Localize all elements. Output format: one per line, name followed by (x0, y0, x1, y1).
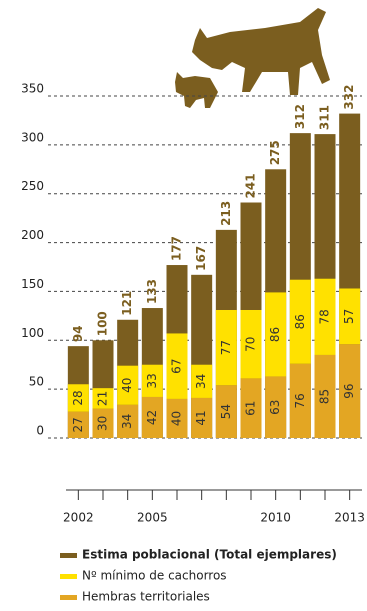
bar-hembras (166, 398, 188, 438)
value-label: 28 (71, 390, 85, 405)
total-label: 94 (71, 325, 85, 342)
value-label: 85 (318, 389, 332, 404)
bar-cachorros (215, 309, 237, 386)
value-label: 27 (71, 417, 85, 432)
value-label: 76 (293, 393, 307, 408)
bar-cachorros (67, 384, 89, 412)
y-tick-label: 300 (21, 130, 44, 144)
value-label: 63 (268, 400, 282, 415)
value-label: 78 (318, 309, 332, 324)
total-label: 311 (318, 105, 332, 130)
total-label: 167 (194, 246, 208, 271)
legend-swatch (60, 553, 77, 558)
bar-hembras (141, 396, 163, 438)
bar-hembras (289, 363, 311, 438)
legend-label: Nº mínimo de cachorros (82, 569, 227, 583)
y-tick-label: 150 (21, 277, 44, 291)
value-label: 77 (219, 340, 233, 355)
bar-cachorros (92, 388, 114, 409)
bar-cachorros (289, 279, 311, 364)
total-label: 312 (293, 104, 307, 129)
x-tick-label: 2005 (137, 511, 168, 525)
value-label: 96 (342, 383, 356, 398)
value-label: 70 (244, 337, 258, 352)
bar-hembras (92, 408, 114, 438)
value-label: 54 (219, 404, 233, 419)
bar-hembras (240, 378, 262, 438)
value-label: 67 (170, 359, 184, 374)
bar-cachorros (240, 309, 262, 379)
value-label: 33 (145, 373, 159, 388)
total-label: 121 (120, 291, 134, 316)
value-label: 34 (120, 414, 134, 429)
x-tick-label: 2002 (63, 511, 94, 525)
value-label: 41 (194, 410, 208, 425)
total-label: 133 (145, 279, 159, 304)
y-tick-label: 100 (21, 326, 44, 340)
legend-swatch (60, 574, 77, 579)
bar-hembras (117, 404, 139, 438)
value-label: 86 (293, 314, 307, 329)
bar-cachorros (141, 364, 163, 397)
x-tick-label: 2013 (334, 511, 365, 525)
legend-label: Hembras territoriales (82, 590, 210, 604)
total-label: 241 (244, 173, 258, 198)
bar-hembras (339, 344, 361, 438)
bar-cachorros (117, 365, 139, 405)
y-tick-label: 250 (21, 179, 44, 193)
value-label: 34 (194, 374, 208, 389)
value-label: 30 (96, 416, 110, 431)
total-label: 213 (219, 201, 233, 226)
total-label: 100 (96, 311, 110, 336)
lynx-illustration (175, 8, 330, 108)
y-tick-label: 350 (21, 82, 44, 96)
value-label: 21 (96, 391, 110, 406)
bar-hembras (265, 376, 287, 438)
x-tick-label: 2010 (260, 511, 291, 525)
total-label: 177 (170, 236, 184, 261)
y-tick-label: 200 (21, 228, 44, 242)
value-label: 40 (170, 411, 184, 426)
total-label: 332 (342, 85, 356, 110)
bar-hembras (215, 385, 237, 438)
legend-label: Estima poblacional (Total ejemplares) (82, 548, 337, 562)
y-tick-label: 0 (36, 424, 44, 438)
value-label: 61 (244, 401, 258, 416)
value-label: 57 (342, 309, 356, 324)
bar-cachorros (166, 333, 188, 399)
bar-hembras (191, 397, 213, 438)
bar-cachorros (191, 364, 213, 398)
bar-cachorros (314, 278, 336, 355)
bar-hembras (314, 354, 336, 438)
value-label: 42 (145, 410, 159, 425)
legend-swatch (60, 595, 77, 600)
bar-hembras (67, 411, 89, 438)
bar-cachorros (339, 288, 361, 345)
total-label: 275 (268, 140, 282, 165)
y-tick-label: 50 (29, 375, 44, 389)
value-label: 40 (120, 378, 134, 393)
bar-cachorros (265, 292, 287, 377)
value-label: 86 (268, 327, 282, 342)
